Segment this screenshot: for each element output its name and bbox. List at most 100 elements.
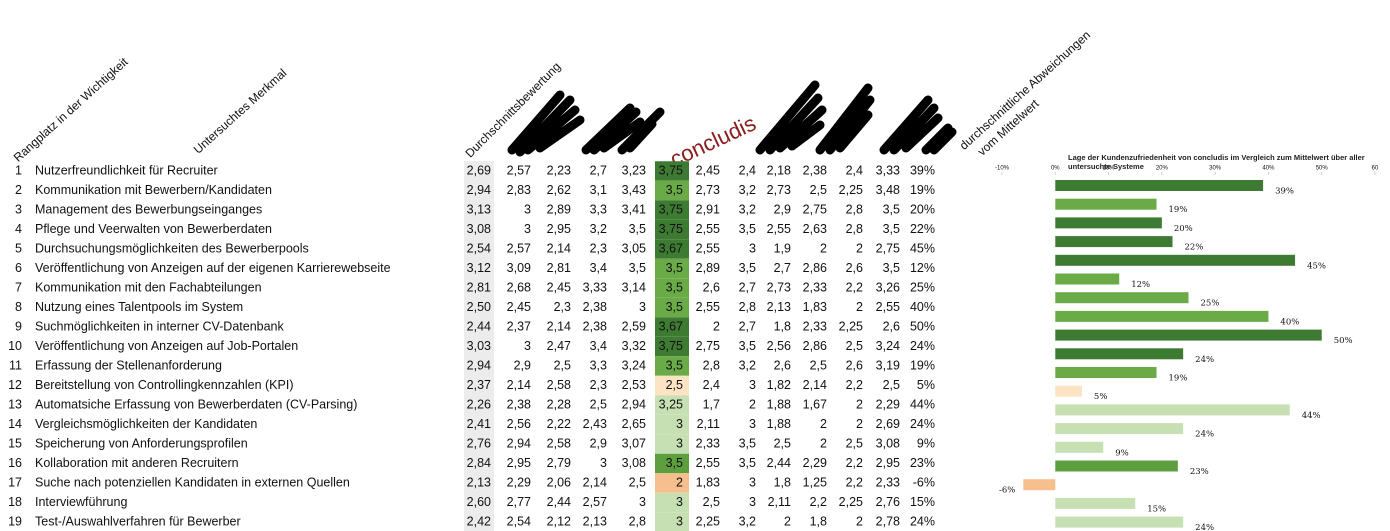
score: 3,33: [583, 280, 607, 294]
score: 2,4: [703, 378, 720, 392]
score: 3,5: [883, 222, 900, 236]
score: 2,25: [839, 319, 863, 333]
rank: 4: [15, 222, 22, 236]
score: 2,55: [696, 222, 720, 236]
score: 2,42: [467, 514, 491, 528]
rank: 7: [15, 280, 22, 294]
score: 2: [856, 417, 863, 431]
bar-label: 19%: [1169, 374, 1188, 384]
score: 2,33: [803, 319, 827, 333]
deviation-percent: 9%: [917, 436, 935, 450]
score: 2,5: [554, 358, 571, 372]
concludis-score: 2: [676, 475, 683, 489]
feature: Vergleichsmöglichkeiten der Kandidaten: [35, 417, 257, 431]
score: 2,14: [547, 241, 571, 255]
score: 2,5: [810, 358, 827, 372]
score: 3,26: [876, 280, 900, 294]
score: 2,3: [590, 241, 607, 255]
bar: [1055, 311, 1268, 322]
score: 3,5: [883, 202, 900, 216]
score: 2,14: [583, 475, 607, 489]
score: 2,86: [803, 339, 827, 353]
feature: Interviewführung: [35, 495, 127, 509]
score: 2,3: [554, 300, 571, 314]
chart-title: Lage der Kundenzufriedenheit von conclud…: [1068, 153, 1388, 171]
score: 3,09: [507, 261, 531, 275]
score: 2,11: [768, 495, 791, 509]
score: 1,83: [696, 475, 720, 489]
bar-label: 39%: [1275, 187, 1294, 197]
bar: [1055, 423, 1183, 434]
score: 2,37: [467, 378, 491, 392]
bar: [1055, 236, 1172, 247]
rank: 6: [15, 261, 22, 275]
score: 2,55: [767, 222, 791, 236]
score: 2,60: [467, 495, 491, 509]
score: 2,7: [739, 319, 756, 333]
score: 1,8: [774, 475, 791, 489]
score: 1,82: [767, 378, 791, 392]
score: 2,57: [507, 163, 531, 177]
concludis-score: 2,5: [666, 378, 683, 392]
score: 2,44: [467, 319, 491, 333]
bar-label: 24%: [1195, 355, 1214, 365]
score: 2,58: [547, 378, 571, 392]
score: 2,77: [507, 495, 531, 509]
feature: Durchsuchungsmöglichkeiten des Bewerberp…: [35, 241, 309, 255]
bar-label: 45%: [1307, 261, 1326, 271]
bar-label: 12%: [1131, 280, 1150, 290]
score: 2,73: [767, 280, 791, 294]
bar: [1055, 292, 1188, 303]
score: 2,26: [467, 397, 491, 411]
score: 3,13: [467, 202, 491, 216]
score: 3,5: [629, 261, 646, 275]
score: 2,25: [696, 514, 720, 528]
score: 1,88: [767, 397, 791, 411]
score: 2,22: [547, 417, 571, 431]
feature: Nutzung eines Talentpools im System: [35, 300, 243, 314]
score: 3,23: [622, 163, 646, 177]
score: 2,6: [703, 280, 720, 294]
score: 2: [784, 514, 791, 528]
concludis-cell-bg: [655, 415, 689, 435]
concludis-score: 3: [676, 436, 683, 450]
deviation-percent: 19%: [910, 358, 935, 372]
score: 2,5: [629, 475, 646, 489]
feature: Suche nach potenziellen Kandidaten in ex…: [35, 475, 350, 489]
bar-label: 5%: [1094, 392, 1108, 402]
score: 2,2: [846, 475, 863, 489]
score: 2,68: [507, 280, 531, 294]
score: 2,5: [846, 436, 863, 450]
score: 2,94: [507, 436, 531, 450]
score: 2,13: [767, 300, 791, 314]
score: 2,43: [583, 417, 607, 431]
score: 3,5: [739, 456, 756, 470]
score: 3,14: [622, 280, 646, 294]
bar-label: 25%: [1201, 299, 1220, 309]
score: 3,1: [590, 183, 607, 197]
score: 1,88: [767, 417, 791, 431]
score: 3,08: [622, 456, 646, 470]
score: 2,4: [739, 163, 756, 177]
score: 2,89: [696, 261, 720, 275]
score: 3,05: [622, 241, 646, 255]
score: 2: [856, 300, 863, 314]
feature: Veröffentlichung von Anzeigen auf der ei…: [35, 261, 391, 275]
score: 2,91: [696, 202, 720, 216]
feature: Management des Bewerbungseinganges: [35, 202, 262, 216]
score: 2,69: [467, 163, 491, 177]
concludis-score: 3,75: [659, 163, 683, 177]
bar-label: 24%: [1195, 523, 1214, 531]
score: 3,5: [739, 261, 756, 275]
score: 1,8: [810, 514, 827, 528]
deviation-header: durchschnittliche Abweichungen: [957, 28, 1093, 153]
table-chart: Rangplatz in der Wichtigkeit Untersuchte…: [0, 0, 1390, 531]
feature: Erfassung der Stellenanforderung: [35, 358, 222, 372]
feature: Automatsiche Erfassung von Bewerberdaten…: [35, 397, 357, 411]
score: 2,73: [767, 183, 791, 197]
score: 2,63: [803, 222, 827, 236]
score: 3,3: [590, 202, 607, 216]
feature: Kommunikation mit den Fachabteilungen: [35, 280, 262, 294]
score: 3,07: [622, 436, 646, 450]
feature: Speicherung von Anforderungsprofilen: [35, 436, 248, 450]
